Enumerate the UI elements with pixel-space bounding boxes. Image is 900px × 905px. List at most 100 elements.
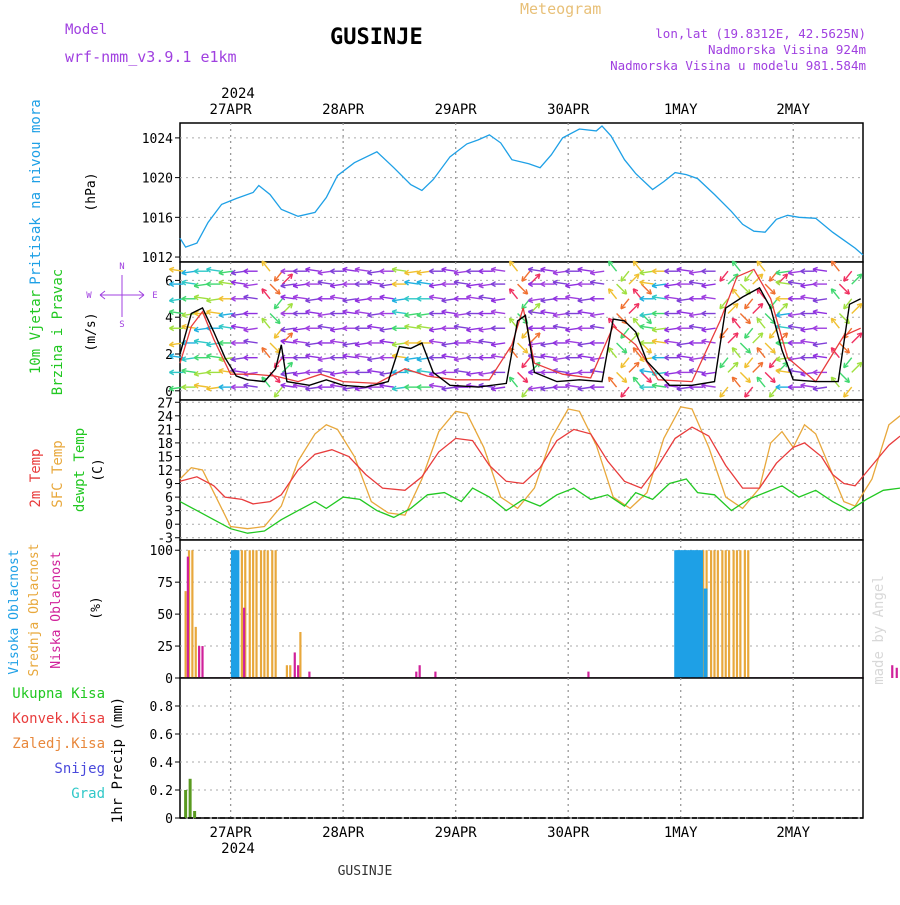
wind-arrow-head <box>522 377 529 384</box>
mid-cloud-bar <box>266 550 269 678</box>
wind-arrow-head <box>639 323 645 330</box>
mid-cloud-bar <box>709 550 713 678</box>
wind-arrow <box>632 376 642 388</box>
wind-arrow <box>540 342 555 346</box>
wind-arrow-head <box>620 303 626 310</box>
wind-arrow <box>664 296 679 300</box>
wind-arrow-head <box>565 354 571 361</box>
wind-arrow-head <box>534 332 541 338</box>
mid-cloud-bar <box>735 550 739 678</box>
wind-arrow <box>851 361 863 373</box>
wind-arrow-head <box>243 294 249 301</box>
wind-arrow-head <box>230 384 236 391</box>
precip-legend-item: Grad <box>71 786 105 802</box>
wind-arrow <box>379 327 394 331</box>
wind-arrow <box>491 342 506 346</box>
wind-arrow-head <box>540 281 546 288</box>
wind-arrow <box>775 270 790 274</box>
wind-arrow <box>620 357 630 369</box>
wind-arrow <box>293 340 308 344</box>
pressure-unit: (hPa) <box>84 172 99 211</box>
mid-cloud-bar <box>184 591 187 678</box>
wind-arrow-head <box>701 268 707 275</box>
wind-arrow-head <box>651 382 658 389</box>
wind-arrow <box>231 281 246 285</box>
wind-arrow <box>404 312 419 317</box>
y-tick-label: 100 <box>150 544 173 559</box>
wind-arrow <box>466 371 481 376</box>
y-tick-label: 0.8 <box>150 700 173 715</box>
mid-cloud-bar <box>721 550 724 678</box>
wind-arrow-head <box>416 356 422 363</box>
wind-arrow-head <box>354 353 360 360</box>
wind-arrow-head <box>527 266 534 273</box>
wind-arrow <box>305 386 320 390</box>
wind-arrow <box>800 327 815 331</box>
wind-arrow-head <box>651 294 658 301</box>
wind-arrow-head <box>688 269 695 276</box>
t2m-line <box>179 426 900 505</box>
wind-arrow <box>416 281 432 285</box>
wind-arrow-head <box>317 356 323 363</box>
wind-arrow <box>639 270 654 274</box>
wind-arrow-head <box>527 369 534 376</box>
wind-arrow <box>577 310 592 315</box>
wind-arrow-head <box>800 310 806 317</box>
date-top-label: 30APR <box>547 102 590 118</box>
wind-arrow-head <box>466 310 472 317</box>
mid-cloud-bar <box>285 665 288 678</box>
wind-arrow-head <box>676 309 682 316</box>
y-tick-label: 1024 <box>142 132 173 147</box>
wind-arrow-head <box>280 326 286 333</box>
wind-arrow-head <box>731 317 738 324</box>
wind-arrow <box>731 376 741 388</box>
wind-arrow-head <box>812 385 818 392</box>
wind-arrow-head <box>305 353 311 360</box>
wind-arrow <box>756 347 766 359</box>
wind-arrow-head <box>508 260 515 267</box>
wind-arrow-head <box>317 384 323 391</box>
wind-arrow <box>206 310 221 315</box>
wind-arrow-head <box>527 309 534 316</box>
wind-arrow-head <box>508 376 515 383</box>
wind-arrow-head <box>664 282 670 289</box>
wind-arrow <box>379 384 394 388</box>
date-top-label: 1MAY <box>664 102 698 118</box>
wind-arrow <box>590 312 605 317</box>
wind-arrow <box>664 371 679 376</box>
wind-arrow-head <box>521 362 527 369</box>
wind-arrow <box>701 327 716 331</box>
y-tick-label: -3 <box>157 532 173 547</box>
wind-arrow-head <box>812 266 818 273</box>
wind-arrow-head <box>342 309 348 316</box>
wind-arrow <box>701 384 716 388</box>
wind-arrow <box>540 298 555 302</box>
wind-arrow-head <box>589 295 595 302</box>
wind-arrow <box>719 270 729 282</box>
wind-arrow-head <box>782 273 789 280</box>
wind-arrow-head <box>676 297 682 304</box>
wind-arrow-head <box>329 354 336 361</box>
wind-arrow <box>590 270 605 274</box>
wind-arrow <box>565 296 580 300</box>
wind-arrow-head <box>329 282 336 289</box>
wind-arrow-head <box>552 279 558 286</box>
wind-arrow-head <box>218 367 224 374</box>
wind-arrow <box>491 386 506 390</box>
wind-arrow <box>367 356 382 361</box>
wind-arrow <box>577 298 592 302</box>
wind-arrow-head <box>305 385 311 392</box>
wind-arrow <box>169 386 184 390</box>
wind-arrow-head <box>540 353 546 360</box>
wind-gust-line <box>179 268 861 385</box>
wind-arrow-head <box>812 281 818 288</box>
wind-arrow <box>664 340 679 344</box>
wind-arrow-head <box>607 376 614 383</box>
wind-arrow-head <box>651 354 657 361</box>
wind-arrow <box>744 386 754 398</box>
wind-arrow-head <box>428 354 435 361</box>
wind-arrow-head <box>305 325 311 332</box>
y-tick-label: 18 <box>157 437 173 452</box>
wind-arrow <box>330 371 345 376</box>
low-cloud-title: Niska Oblacnost <box>49 551 64 668</box>
